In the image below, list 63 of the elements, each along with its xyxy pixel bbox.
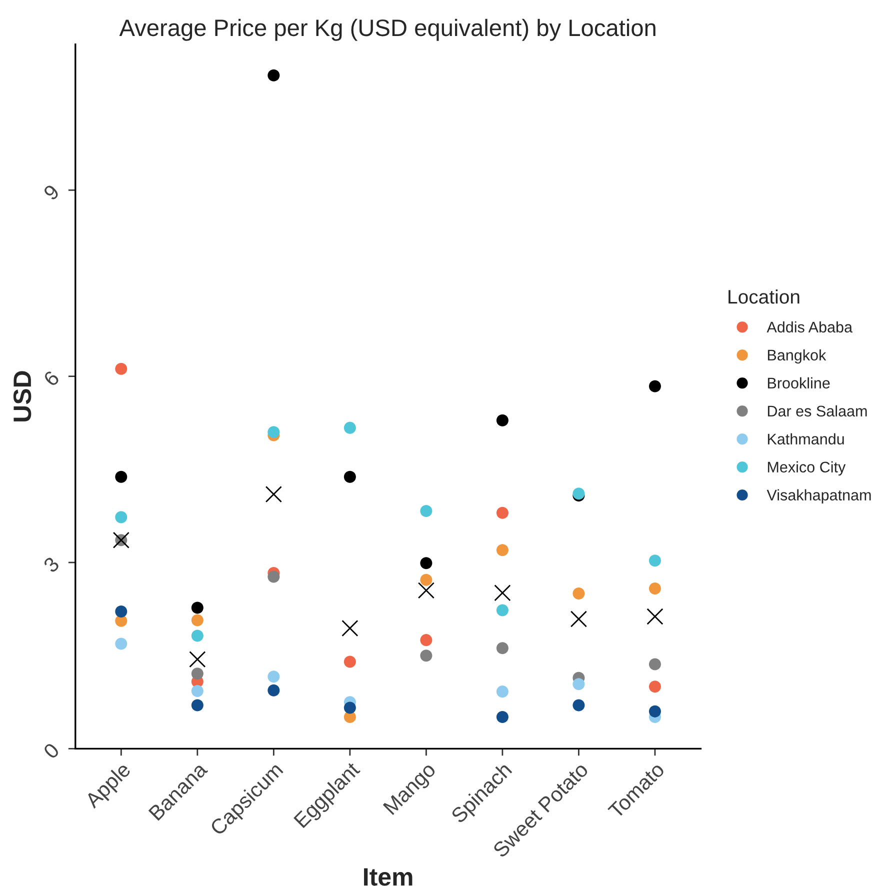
y-tick-label: 3 [42,556,60,574]
legend-label: Brookline [768,377,830,389]
point [115,470,128,483]
legend-label: Kathmandu [768,433,844,445]
point [496,506,508,519]
point [418,582,434,599]
point [496,414,508,426]
point [572,699,585,712]
point [648,705,661,718]
point [496,544,508,556]
point [189,651,206,668]
point [344,422,356,434]
point [496,604,508,616]
legend-label: Bangkok [768,349,826,364]
legend-label: Visakhapatnam [766,489,871,504]
point [115,511,128,524]
point [648,380,661,392]
point [648,582,661,595]
point [115,638,128,650]
point [115,362,128,375]
y-tick-label: 9 [42,184,60,201]
point [344,702,356,714]
legend-label: Mexico City [768,461,846,476]
point [191,602,204,614]
point [646,608,664,625]
point [191,630,204,642]
point [648,680,661,693]
point [494,584,511,602]
point [496,642,508,654]
point [420,650,432,662]
point [191,668,204,680]
point [268,684,280,696]
point [648,554,661,567]
point [344,656,356,668]
point [572,588,585,600]
point [191,699,204,712]
point [572,678,585,690]
legend-label: Addis Ababa [766,321,853,333]
point [420,504,432,517]
point [191,684,204,697]
legend-title: Location [728,289,800,304]
point [496,711,508,724]
point [342,620,358,637]
point [648,658,661,670]
point [570,610,588,628]
point [420,634,432,646]
point [420,574,432,586]
chart-title: Average Price per Kg (USD equivalent) by Location [119,18,656,41]
point [344,470,356,483]
point [420,557,432,570]
point [268,670,280,683]
point [268,570,280,583]
legend-label: Dar es Salaam [768,405,867,417]
point [268,426,280,438]
y-tick-label: 0 [42,742,60,760]
x-axis-title: Item [364,868,412,886]
point [268,69,280,82]
point [496,686,508,698]
y-tick-label: 6 [42,370,60,388]
point [115,606,128,618]
point [265,486,282,503]
point [191,614,204,626]
y-axis-title: USD [13,371,32,422]
